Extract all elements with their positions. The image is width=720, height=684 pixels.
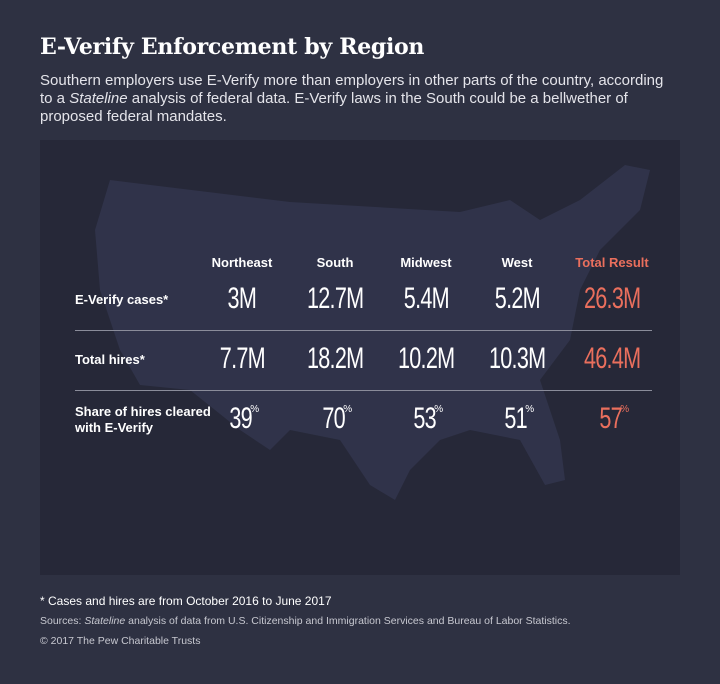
cell: 57% <box>557 402 667 436</box>
cell-unit: % <box>525 404 535 415</box>
cell-unit: % <box>620 404 630 415</box>
cell-value: 5.2M <box>494 282 540 315</box>
column-header: Northeast <box>211 255 273 270</box>
sources-text: Sources: <box>40 615 85 627</box>
cell: 7.7M <box>187 342 297 376</box>
column-header: South <box>316 255 354 270</box>
cell: 26.3M <box>557 282 667 316</box>
cell: 5.4M <box>371 282 481 316</box>
cell-value: 39 <box>229 402 252 435</box>
subtitle-italic: Stateline <box>69 90 128 107</box>
cell-value: 7.7M <box>219 342 265 375</box>
footnote: * Cases and hires are from October 2016 … <box>40 594 332 608</box>
cell-value: 3M <box>227 282 257 315</box>
cell-value: 10.3M <box>488 342 546 375</box>
column-header: Midwest <box>400 255 452 270</box>
subtitle-text: analysis of federal data. E-Verify laws … <box>40 90 628 125</box>
cell: 10.2M <box>371 342 481 376</box>
cell: 39% <box>187 402 297 436</box>
cell: 10.3M <box>462 342 572 376</box>
cell: 51% <box>462 402 572 436</box>
row-label: Share of hires cleared with E-Verify <box>75 404 211 435</box>
cell-value: 51 <box>504 402 527 435</box>
cell-value: 53 <box>413 402 436 435</box>
cell: 12.7M <box>280 282 390 316</box>
cell-value: 46.4M <box>583 342 641 375</box>
panel <box>40 140 680 575</box>
cell: 70% <box>280 402 390 436</box>
row-separator <box>75 390 652 391</box>
subtitle-text: Southern employers use E-Verify more tha… <box>40 72 664 107</box>
sources: Sources: Stateline analysis of data from… <box>40 615 571 627</box>
cell: 5.2M <box>462 282 572 316</box>
cell-value: 18.2M <box>306 342 364 375</box>
cell-unit: % <box>343 404 353 415</box>
column-header: West <box>501 255 533 270</box>
copyright: © 2017 The Pew Charitable Trusts <box>40 635 201 647</box>
map-silhouette <box>95 165 650 500</box>
cell: 3M <box>187 282 297 316</box>
cell-unit: % <box>250 404 260 415</box>
cell-value: 26.3M <box>583 282 641 315</box>
cell-value: 70 <box>322 402 345 435</box>
sources-italic: Stateline <box>84 615 126 627</box>
row-separator <box>75 330 652 331</box>
column-header: Total Result <box>575 255 649 270</box>
cell: 53% <box>371 402 481 436</box>
subtitle: Southern employers use E-Verify more tha… <box>40 72 680 126</box>
sources-text: analysis of data from U.S. Citizenship a… <box>125 615 571 627</box>
row-label: Total hires* <box>75 352 145 367</box>
cell: 46.4M <box>557 342 667 376</box>
cell-unit: % <box>434 404 444 415</box>
cell-value: 57 <box>599 402 622 435</box>
title: E-Verify Enforcement by Region <box>40 34 425 60</box>
cell: 18.2M <box>280 342 390 376</box>
row-label: E-Verify cases* <box>75 292 169 307</box>
cell-value: 10.2M <box>397 342 455 375</box>
cell-value: 5.4M <box>403 282 449 315</box>
cell-value: 12.7M <box>306 282 364 315</box>
